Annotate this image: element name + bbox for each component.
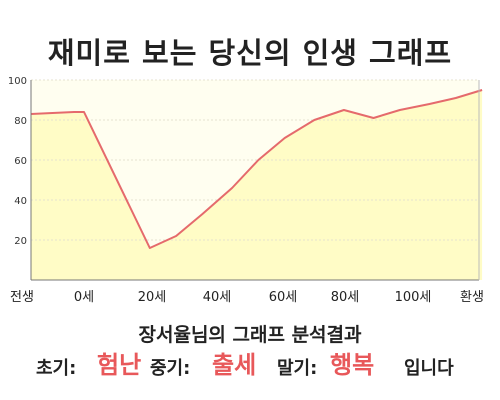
y-tick-label: 40: [14, 196, 27, 207]
analysis-heading: 장서율님의 그래프 분석결과: [138, 324, 362, 346]
x-tick-label: 환생: [460, 290, 484, 305]
y-tick-label: 80: [14, 116, 27, 127]
late-life-label: 말기:: [277, 358, 318, 379]
analysis-result: 초기: 험난 중기: 출세 말기: 행복 입니다: [0, 348, 500, 384]
early-life-value: 험난: [97, 351, 142, 379]
x-tick-label: 60세: [269, 290, 298, 305]
y-tick-label: 20: [14, 236, 27, 247]
closing-text: 입니다: [404, 358, 454, 379]
mid-life-value: 출세: [212, 351, 257, 379]
area-fill: [31, 90, 483, 280]
life-graph-chart: 20 40 60 80 100 전생 0세 20세 40세 60세 80세 100세 환생: [8, 76, 484, 305]
x-tick-label: 40세: [203, 290, 232, 305]
life-curve-line: [30, 89, 483, 249]
x-tick-label: 전생: [10, 290, 34, 305]
x-tick-label: 20세: [138, 290, 167, 305]
late-life-value: 행복: [330, 351, 375, 379]
x-tick-label: 80세: [331, 290, 360, 305]
y-tick-label: 60: [14, 156, 27, 167]
x-tick-label: 100세: [395, 290, 432, 305]
x-tick-label: 0세: [74, 290, 94, 305]
chart-title: 재미로 보는 당신의 인생 그래프: [47, 36, 453, 70]
early-life-label: 초기:: [36, 358, 77, 379]
y-tick-label: 100: [8, 76, 27, 87]
mid-life-label: 중기:: [150, 358, 191, 379]
